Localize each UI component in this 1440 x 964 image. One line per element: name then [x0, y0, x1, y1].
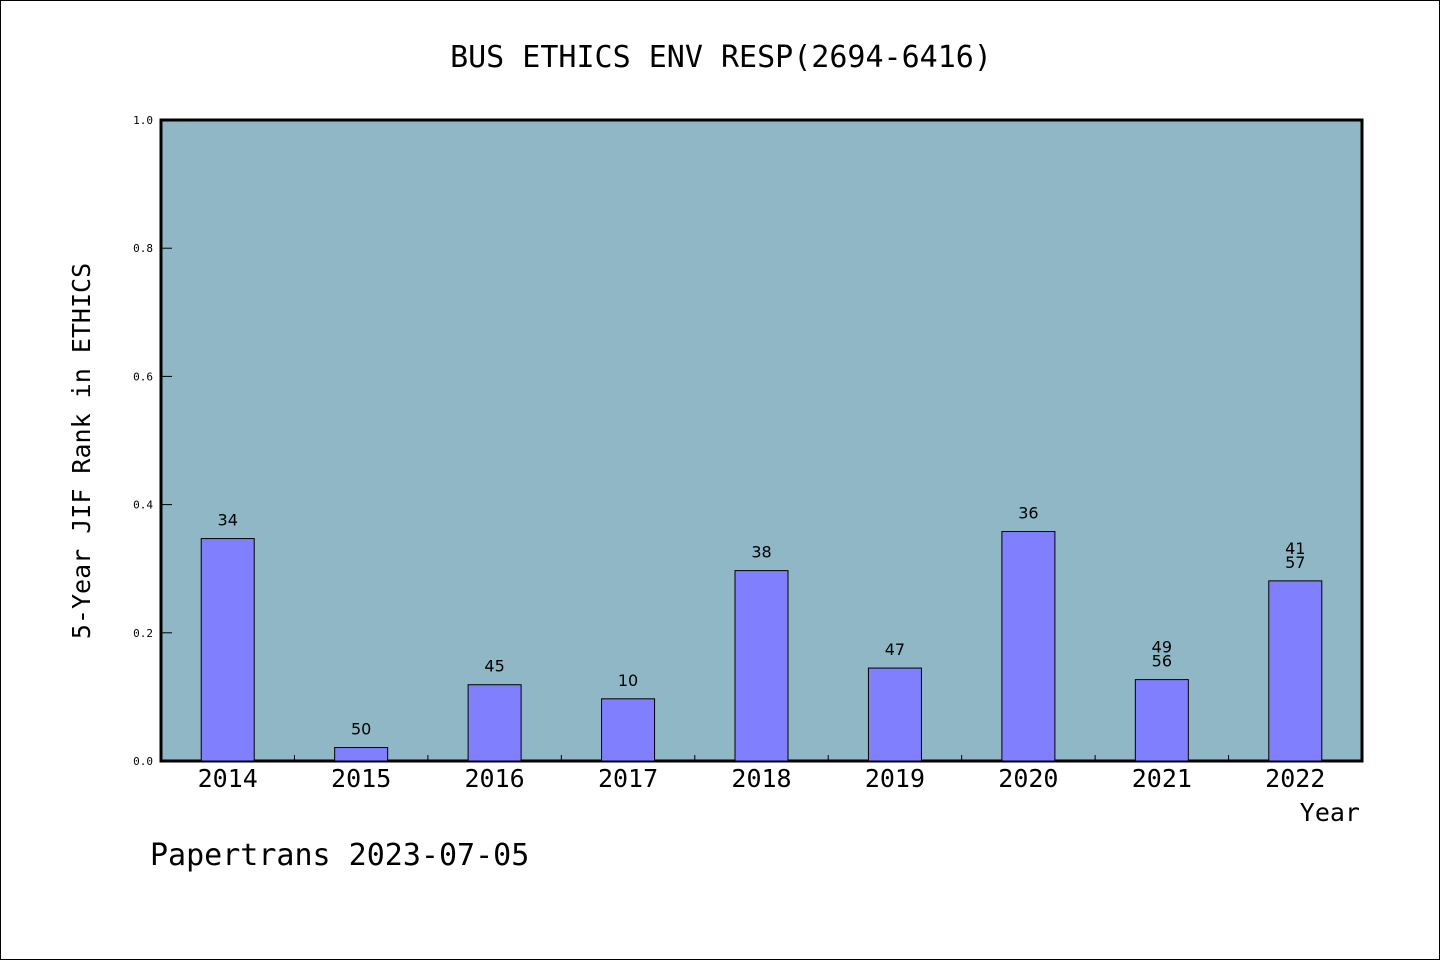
- x-tick-label: 2021: [1132, 764, 1192, 793]
- bar-value-label: 10: [618, 671, 638, 690]
- bar-value-label: 34: [218, 511, 238, 530]
- y-axis-ticks: 0.0 0.2 0.4 0.6 0.8 1.0: [133, 114, 172, 768]
- bar-value-label: 50: [351, 720, 371, 739]
- x-tick-label: 2020: [998, 764, 1058, 793]
- bar-value-label: 57: [1285, 553, 1305, 572]
- y-tick-label: 1.0: [133, 114, 153, 127]
- bar-value-label: 45: [484, 657, 504, 676]
- y-axis-label: 5-Year JIF Rank in ETHICS: [67, 263, 96, 639]
- bar: [334, 747, 389, 762]
- bars-group: [200, 531, 1323, 762]
- x-axis-label: Year: [1300, 798, 1360, 827]
- x-tick-label: 2017: [598, 764, 658, 793]
- bar-value-label: 49: [1152, 638, 1172, 657]
- bar: [1268, 580, 1323, 762]
- footer-credit: Papertrans 2023-07-05: [150, 838, 529, 873]
- y-tick-label: 0.2: [133, 627, 153, 640]
- bar: [867, 667, 922, 762]
- y-tick-label: 0.4: [133, 499, 153, 512]
- x-tick-label: 2016: [465, 764, 525, 793]
- bar: [467, 684, 522, 762]
- bar: [200, 538, 255, 762]
- y-tick-label: 0.8: [133, 242, 153, 255]
- y-tick-label: 0.0: [133, 755, 153, 768]
- bar: [1134, 679, 1189, 762]
- bar: [601, 698, 656, 762]
- x-tick-label: 2018: [731, 764, 791, 793]
- x-tick-label: 2022: [1265, 764, 1325, 793]
- bar-value-label: 47: [885, 640, 905, 659]
- x-tick-label: 2019: [865, 764, 925, 793]
- bar-value-label: 56: [1152, 652, 1172, 671]
- bar: [1001, 531, 1056, 762]
- bar-value-label: 36: [1018, 504, 1038, 523]
- bar: [734, 570, 789, 762]
- bar-value-label: 38: [751, 543, 771, 562]
- x-axis-ticks: 2014 2015 2016 2017 2018 2019 2020 2021 2022: [198, 755, 1325, 793]
- bar-value-label: 41: [1285, 539, 1305, 558]
- x-tick-label: 2014: [198, 764, 258, 793]
- x-tick-label: 2015: [331, 764, 391, 793]
- chart-title: BUS ETHICS ENV RESP(2694-6416): [450, 40, 992, 75]
- y-tick-label: 0.6: [133, 370, 153, 383]
